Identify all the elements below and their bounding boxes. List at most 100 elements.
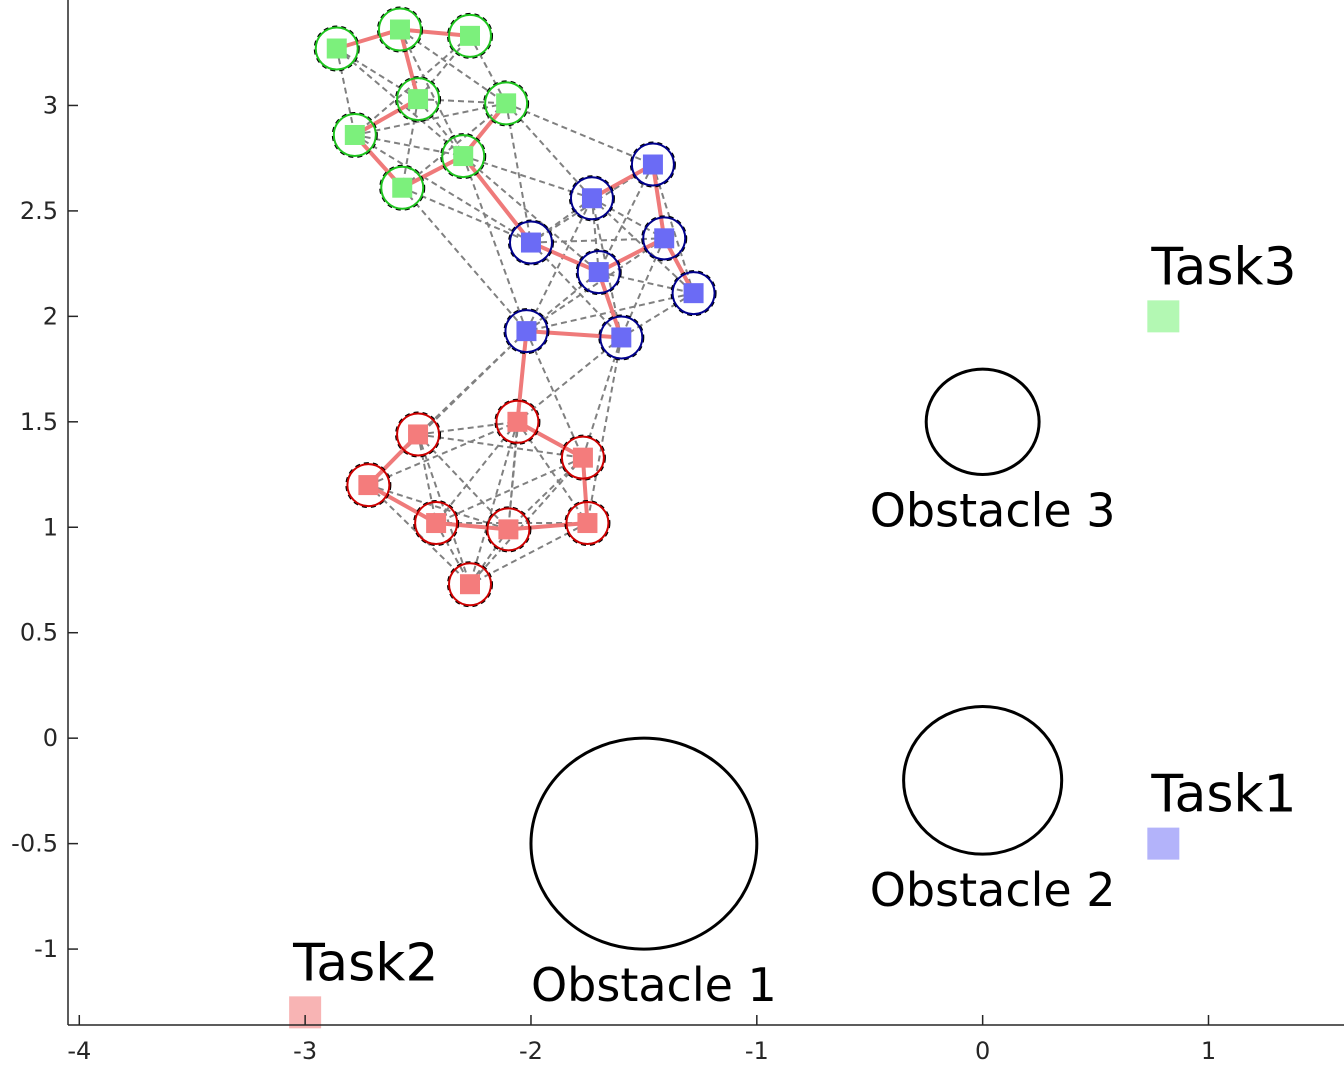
agent-marker	[642, 154, 663, 175]
x-tick-label: 1	[1201, 1037, 1216, 1065]
agent-ring	[380, 165, 425, 210]
link-line	[469, 456, 584, 585]
agent-safety-ring	[485, 506, 532, 553]
agent-ring	[630, 142, 675, 187]
link-line	[507, 456, 584, 531]
link-line	[401, 186, 532, 244]
green-agent	[483, 80, 530, 127]
task-2-label: Task2	[292, 933, 438, 993]
green-agent	[440, 133, 487, 180]
x-tick-label: -4	[67, 1037, 91, 1065]
agent-marker	[459, 574, 480, 595]
red-agent	[345, 462, 392, 509]
agent-marker	[577, 513, 598, 534]
agent-marker	[326, 38, 347, 59]
link-line	[336, 47, 464, 157]
y-tick-label: 0.5	[20, 619, 58, 647]
agent-ring	[486, 507, 531, 552]
agent-marker	[588, 262, 609, 283]
link-line	[417, 433, 584, 459]
agent-marker	[389, 19, 410, 40]
agent-marker	[572, 447, 593, 468]
green-agent	[313, 25, 360, 72]
red-chain	[366, 330, 590, 532]
agent-marker	[358, 475, 379, 496]
agent-ring	[569, 176, 614, 221]
agent-ring	[642, 216, 687, 261]
task-3-marker	[1147, 300, 1180, 333]
link-line	[354, 102, 507, 136]
agent-ring	[441, 134, 486, 179]
link-line	[399, 29, 465, 157]
agent-marker	[344, 124, 365, 145]
link-line	[367, 420, 518, 487]
link-line	[435, 522, 471, 585]
red-agent	[395, 411, 442, 458]
y-tick-label: 1	[43, 513, 58, 541]
link-line	[401, 98, 420, 188]
blue-agent	[507, 219, 554, 266]
red-agent	[485, 506, 532, 553]
agent-marker	[683, 283, 704, 304]
agent-ring	[576, 250, 621, 295]
link-line	[525, 271, 600, 332]
green-agent	[446, 12, 493, 59]
link-line	[417, 420, 518, 436]
agent-ring	[447, 562, 492, 607]
agent-ring	[377, 7, 422, 52]
green-agent	[376, 6, 423, 53]
agent-ring	[332, 112, 377, 157]
link-line	[598, 271, 694, 295]
link-line	[525, 237, 665, 332]
y-tick-label: 2	[43, 302, 58, 330]
agent-marker	[581, 188, 602, 209]
agent-marker	[453, 146, 474, 167]
link-line	[516, 336, 622, 423]
link-line	[526, 292, 694, 333]
link-line	[417, 434, 471, 585]
tasks: Task1 Task2 Task3	[289, 237, 1297, 1029]
x-tick-label: -2	[519, 1037, 543, 1065]
red-agent	[559, 434, 606, 481]
axes: -4 -3 -2 -1 0 1 -1 -0.5 0 0.5 1 1.5 2 2.5 3	[11, 0, 1344, 1065]
blue-chain	[526, 162, 696, 340]
obstacle-2-circle	[902, 705, 1064, 856]
link-line	[401, 187, 528, 332]
link-line	[417, 35, 471, 100]
agent-marker	[507, 411, 528, 432]
formation-chains	[336, 27, 696, 532]
agent-ring	[504, 309, 549, 354]
agent-marker	[408, 424, 429, 445]
blue-agent	[575, 249, 622, 296]
red-agent	[564, 500, 611, 547]
green-agent	[331, 111, 378, 158]
agent-ring	[599, 315, 644, 360]
link-line	[505, 103, 532, 243]
agent-marker	[459, 25, 480, 46]
link-line	[435, 456, 584, 524]
green-chain	[336, 27, 600, 274]
y-tick-label: 3	[43, 91, 58, 119]
agent-ring	[396, 77, 441, 122]
link-line	[336, 47, 419, 100]
green-agent	[379, 164, 426, 211]
link-line	[469, 421, 519, 585]
link-line	[368, 484, 509, 531]
agent-ring	[508, 220, 553, 265]
x-tick-label: 0	[975, 1037, 990, 1065]
red-agent	[446, 561, 493, 608]
link-line	[591, 197, 695, 294]
obstacles: Obstacle 1 Obstacle 2 Obstacle 3	[529, 367, 1116, 1012]
y-tick-label: 2.5	[20, 197, 58, 225]
x-tick-label: -3	[293, 1037, 317, 1065]
obstacle-3-circle	[924, 367, 1041, 477]
y-tick-label: -0.5	[11, 830, 58, 858]
obstacle-3-label: Obstacle 3	[870, 484, 1116, 538]
link-line	[507, 421, 519, 530]
blue-agent	[641, 215, 688, 262]
agent-marker	[498, 519, 519, 540]
agent-marker	[408, 89, 429, 110]
link-line	[469, 35, 508, 104]
link-line	[590, 198, 600, 273]
